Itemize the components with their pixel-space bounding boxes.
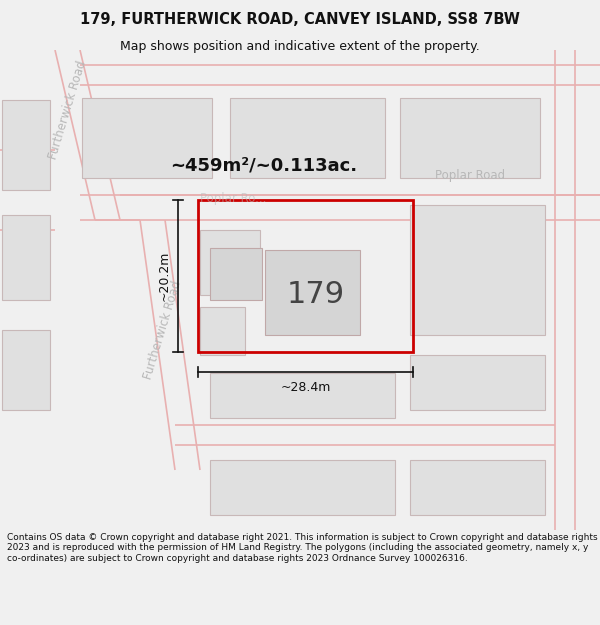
Text: 179: 179 [287,280,346,309]
Text: Furtherwick Road: Furtherwick Road [47,59,89,161]
Bar [410,205,545,335]
Bar [210,373,395,418]
Bar [410,355,545,410]
Bar [210,248,262,300]
Text: Poplar Road: Poplar Road [435,169,505,182]
Text: Map shows position and indicative extent of the property.: Map shows position and indicative extent… [120,40,480,53]
Bar [410,460,545,515]
Bar [82,98,212,178]
Bar [198,200,413,352]
Text: Poplar Ro...: Poplar Ro... [200,192,266,205]
Text: ~459m²/~0.113ac.: ~459m²/~0.113ac. [170,157,357,175]
Bar [265,250,360,335]
Bar [200,230,260,295]
Bar [210,460,395,515]
Bar [2,215,50,300]
Text: ~28.4m: ~28.4m [280,381,331,394]
Bar [2,100,50,190]
Bar [200,307,245,355]
Bar [230,98,385,178]
Bar [2,330,50,410]
Text: Contains OS data © Crown copyright and database right 2021. This information is : Contains OS data © Crown copyright and d… [7,533,598,562]
Bar [400,98,540,178]
Text: ~20.2m: ~20.2m [158,251,171,301]
Text: Furtherwick Road: Furtherwick Road [142,279,184,381]
Text: 179, FURTHERWICK ROAD, CANVEY ISLAND, SS8 7BW: 179, FURTHERWICK ROAD, CANVEY ISLAND, SS… [80,12,520,28]
